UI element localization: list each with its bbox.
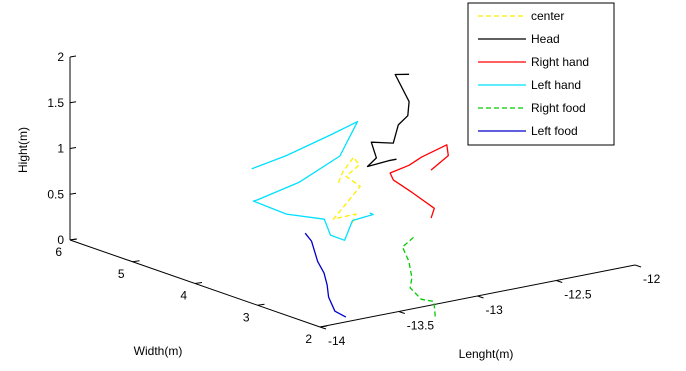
x-tick-mark xyxy=(556,280,563,283)
z-tick-mark xyxy=(69,147,77,149)
series-line-5 xyxy=(304,232,347,318)
x-axis-label: Lenght(m) xyxy=(459,347,514,361)
y-tick-mark xyxy=(132,260,140,263)
y-tick-mark xyxy=(194,282,203,284)
y-axis-label: Width(m) xyxy=(134,344,183,358)
z-axis-label: Hight(m) xyxy=(16,127,30,173)
x-tick-mark xyxy=(477,295,484,299)
series-line-2 xyxy=(389,144,449,219)
z-tick-mark xyxy=(69,192,77,195)
y-tick-label: 2 xyxy=(305,332,312,346)
z-tick-label: 2 xyxy=(57,50,64,64)
z-tick-label: 0.5 xyxy=(47,187,64,201)
series-line-4 xyxy=(401,236,437,319)
legend: center Head Right hand Left hand Right food L… xyxy=(467,2,615,146)
z-tick-mark xyxy=(69,101,77,104)
y-tick-label: 4 xyxy=(180,289,187,303)
y-tick-label: 6 xyxy=(55,245,62,259)
x-tick-label: -12 xyxy=(643,272,661,286)
y-tick-label: 3 xyxy=(243,310,250,324)
z-tick-label: 0 xyxy=(57,233,64,247)
y-tick-mark xyxy=(257,303,265,306)
legend-label: Left food xyxy=(531,124,578,138)
z-tick-mark xyxy=(69,55,77,58)
legend-label: Head xyxy=(531,32,560,46)
x-tick-mark xyxy=(398,311,405,314)
z-tick-label: 1.5 xyxy=(47,96,64,110)
x-tick-label: -12.5 xyxy=(564,288,592,302)
series-line-3 xyxy=(251,120,374,241)
legend-label: Left hand xyxy=(531,78,581,92)
x-tick-label: -13.5 xyxy=(407,319,435,333)
series-line-1 xyxy=(366,73,410,168)
series-line-0 xyxy=(332,156,361,223)
legend-label: Right hand xyxy=(531,55,589,69)
x-tick-label: -14 xyxy=(328,334,346,348)
series-layer xyxy=(251,73,449,319)
y-tick-label: 5 xyxy=(118,267,125,281)
legend-box xyxy=(467,2,615,146)
x-tick-label: -13 xyxy=(486,303,504,317)
legend-label: center xyxy=(531,9,564,23)
legend-label: Right food xyxy=(531,101,586,115)
x-tick-mark xyxy=(634,264,642,268)
z-tick-label: 1 xyxy=(57,142,64,156)
axes: -14 -13.5 -13 -12.5 -12 2 3 4 5 60 0.5 1 1.5 2 Lenght(… xyxy=(16,50,661,361)
z-tick-mark xyxy=(69,238,77,241)
y-tick-mark xyxy=(319,325,328,328)
